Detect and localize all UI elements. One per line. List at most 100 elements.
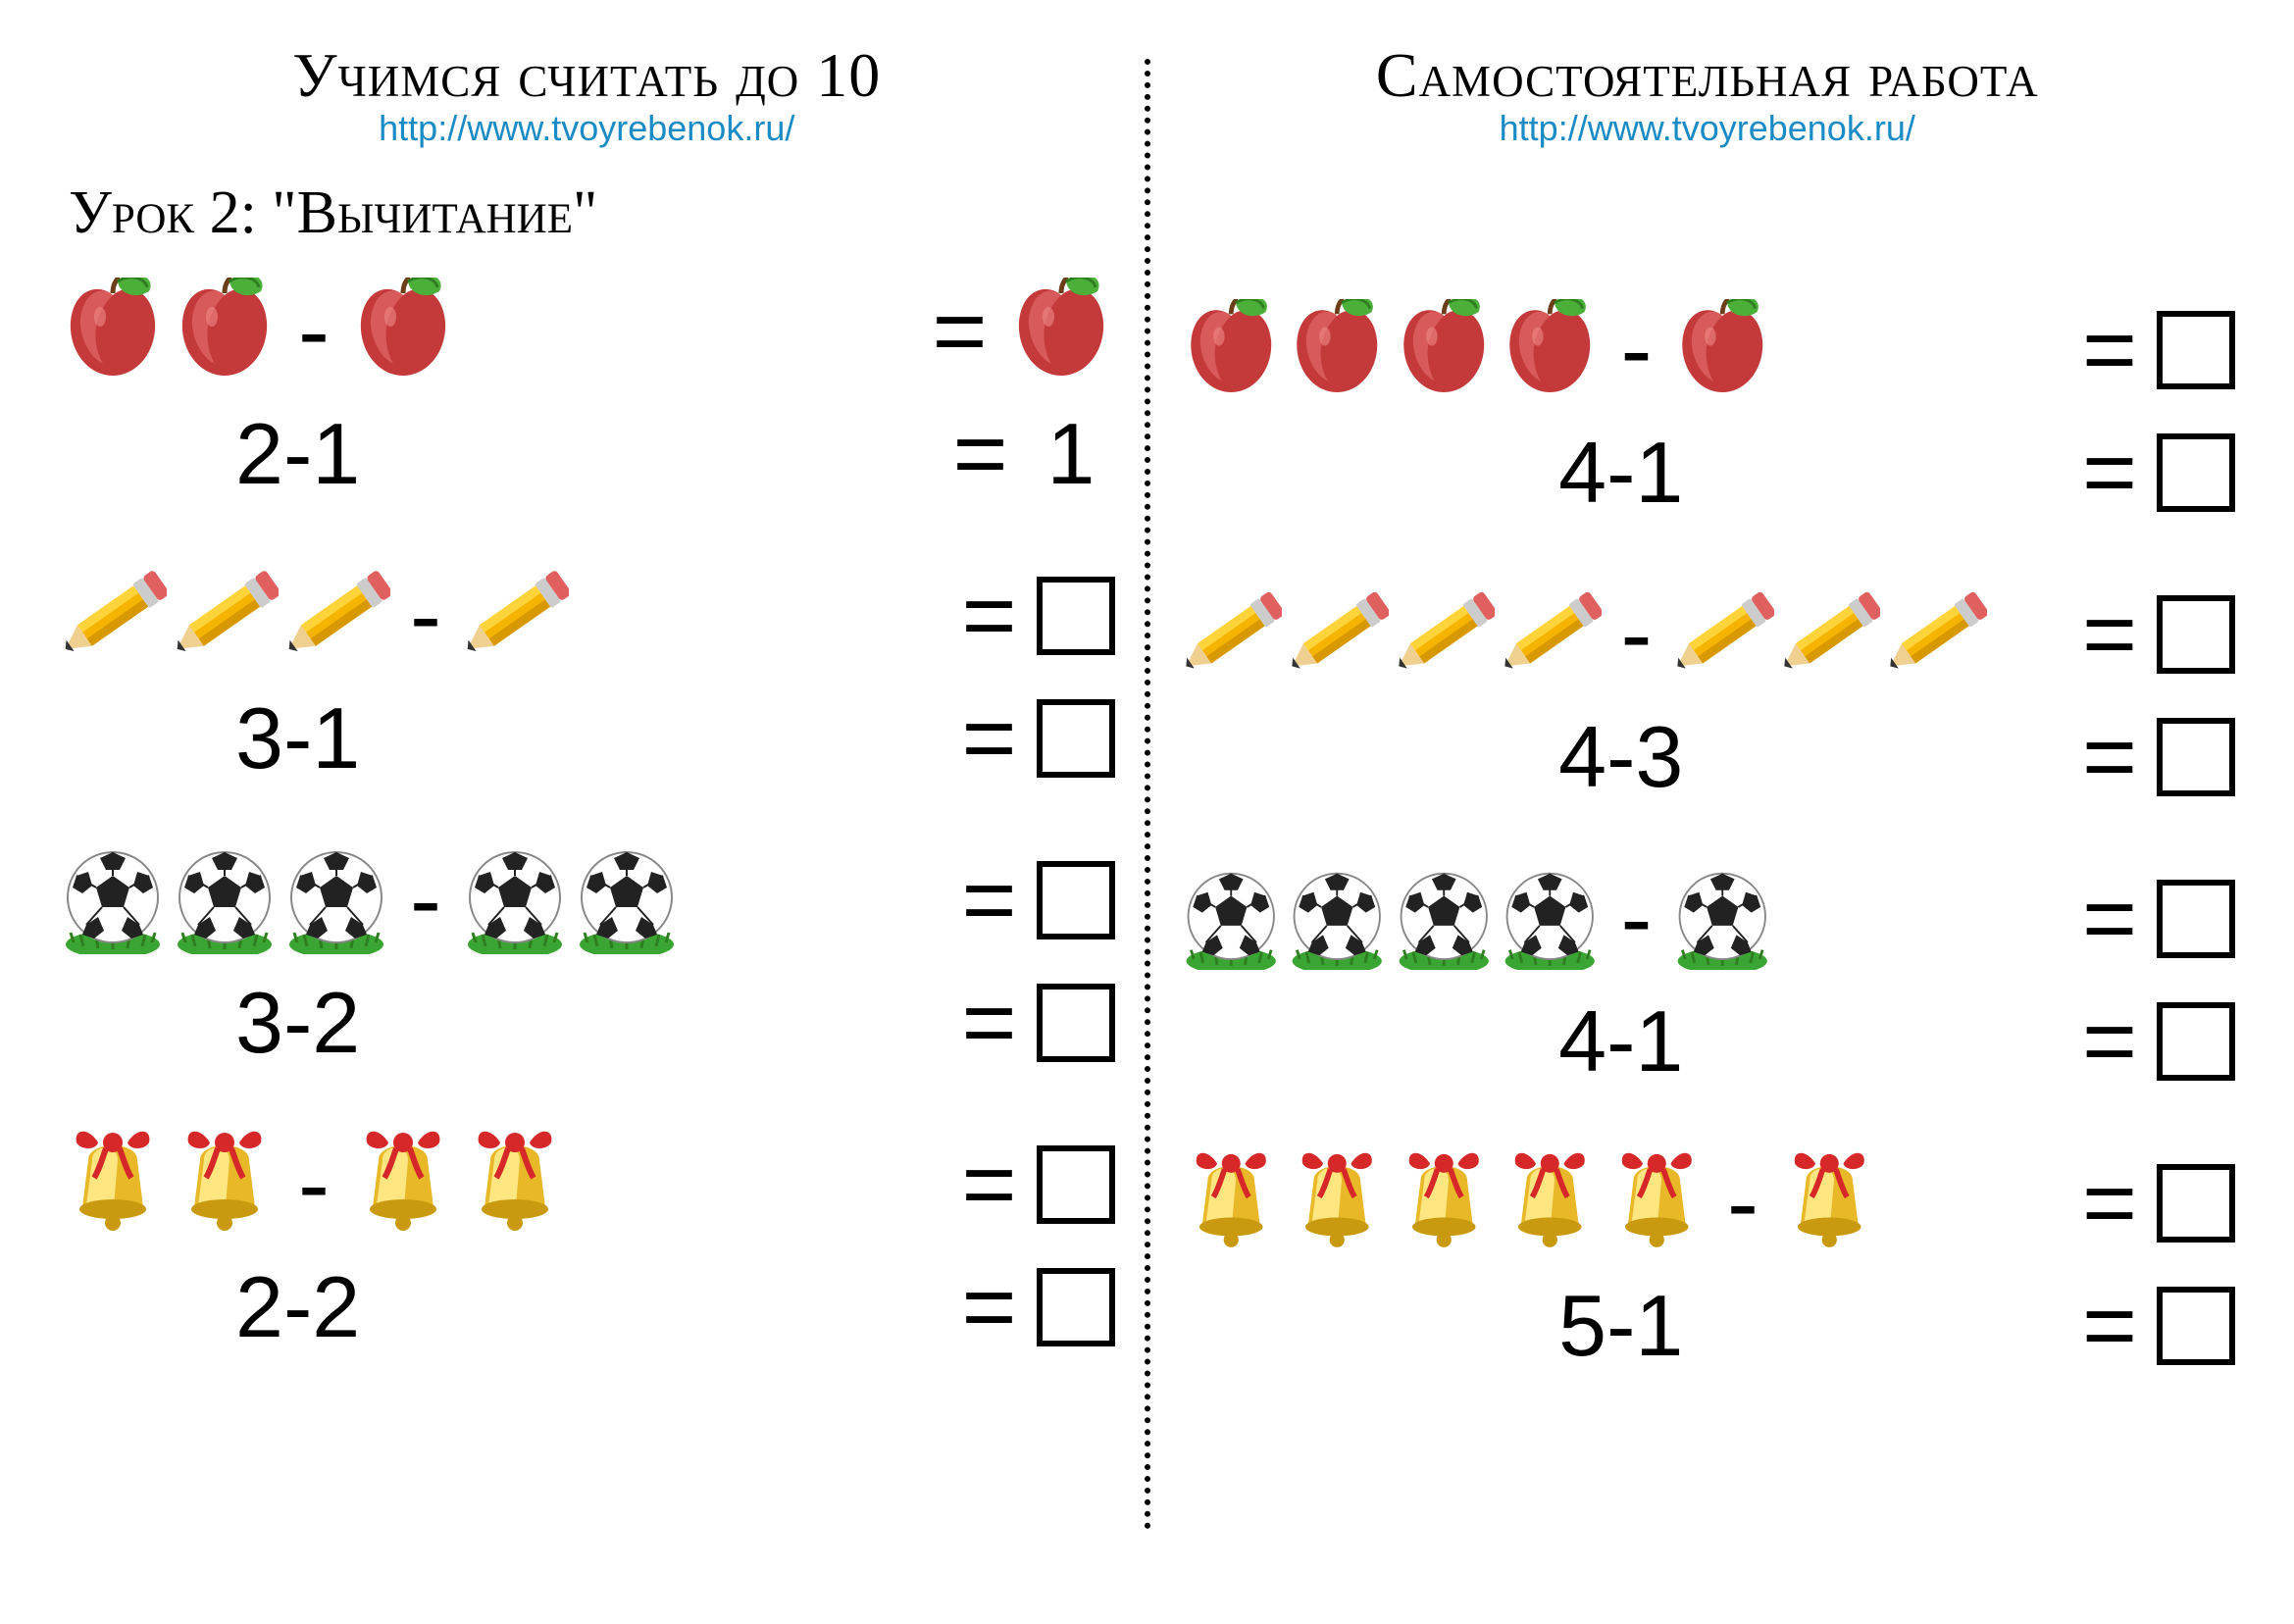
answer-box[interactable] xyxy=(2157,311,2235,389)
worksheet-page: Учимся считать до 10 http://www.tvoyrebe… xyxy=(0,0,2294,1624)
apple-icon xyxy=(1286,299,1389,402)
expression-text: 2-2 xyxy=(235,1257,360,1357)
ball-icon xyxy=(282,846,390,954)
ball-icon xyxy=(1499,868,1602,971)
equals-op: = xyxy=(2063,419,2157,527)
equals-op: = xyxy=(2063,296,2157,404)
ball-icon xyxy=(171,846,279,954)
bell-icon xyxy=(59,1131,167,1239)
right-url[interactable]: http://www.tvoyrebenok.ru/ xyxy=(1180,108,2236,149)
problem-expression-row: 5-1 = xyxy=(1180,1277,2236,1375)
equals-op: = xyxy=(942,1253,1036,1361)
problem-picture-row: - = xyxy=(59,542,1115,689)
pencil-icon xyxy=(1778,584,1881,686)
problem-picture-row: - = xyxy=(1180,845,2236,992)
expression-text: 3-2 xyxy=(235,973,360,1073)
problem-expression-row: 2-1 = 1 xyxy=(59,405,1115,503)
equals-op: = xyxy=(2063,988,2157,1095)
apple-icon xyxy=(1007,278,1115,385)
pencil-icon xyxy=(1393,584,1496,686)
subtrahend-icons xyxy=(1671,584,1987,686)
left-url[interactable]: http://www.tvoyrebenok.ru/ xyxy=(59,108,1115,149)
answer-box[interactable] xyxy=(1037,1268,1115,1346)
minus-op: - xyxy=(279,1131,349,1239)
answer-text: 1 xyxy=(1028,404,1115,504)
right-column: Самостоятельная работа http://www.tvoyre… xyxy=(1150,39,2266,1585)
minuend-icons xyxy=(59,1131,279,1239)
apple-icon xyxy=(171,278,279,385)
subtrahend-icons xyxy=(1671,299,1774,402)
minus-op: - xyxy=(279,278,349,385)
minus-op: - xyxy=(1708,1149,1778,1257)
answer-box[interactable] xyxy=(2157,718,2235,796)
answer-box[interactable] xyxy=(1037,699,1115,778)
answer-box[interactable] xyxy=(1037,577,1115,655)
bell-icon xyxy=(1778,1152,1881,1255)
answer-box[interactable] xyxy=(2157,1287,2235,1365)
subtrahend-icons xyxy=(1778,1152,1881,1255)
apple-icon xyxy=(1499,299,1602,402)
subtrahend-icons xyxy=(349,1131,569,1239)
minuend-icons xyxy=(1180,584,1602,686)
subtrahend-icons xyxy=(349,278,457,385)
problem-expression-row: 4-3 = xyxy=(1180,708,2236,806)
pencil-icon xyxy=(171,562,279,670)
bell-icon xyxy=(1499,1152,1602,1255)
answer-box[interactable] xyxy=(1037,984,1115,1062)
problem-expression-row: 2-2 = xyxy=(59,1258,1115,1356)
minuend-icons xyxy=(59,562,390,670)
answer-box[interactable] xyxy=(2157,880,2235,958)
pencil-icon xyxy=(1286,584,1389,686)
apple-icon xyxy=(1671,299,1774,402)
problem-picture-row: - = xyxy=(1180,1130,2236,1277)
answer-box[interactable] xyxy=(2157,1002,2235,1081)
problem-picture-row: - = xyxy=(59,827,1115,974)
equals-op: = xyxy=(942,969,1036,1077)
left-problems: - = 2-1 = 1 - = 3-1 = xyxy=(59,258,1115,1356)
problem-picture-row: - = xyxy=(59,1111,1115,1258)
answer-box[interactable] xyxy=(1037,861,1115,939)
bell-icon xyxy=(1180,1152,1283,1255)
ball-icon xyxy=(573,846,681,954)
equals-op: = xyxy=(2063,1272,2157,1380)
bell-icon xyxy=(171,1131,279,1239)
answer-box[interactable] xyxy=(2157,595,2235,674)
problem-picture-row: - = xyxy=(1180,277,2236,424)
equals-op: = xyxy=(942,846,1036,954)
equals-op: = xyxy=(912,278,1006,385)
pencil-icon xyxy=(461,562,569,670)
expression-text: 5-1 xyxy=(1558,1276,1683,1376)
minuend-icons xyxy=(59,278,279,385)
minus-op: - xyxy=(1602,581,1672,688)
answer-box[interactable] xyxy=(1037,1145,1115,1224)
expression-text: 3-1 xyxy=(235,688,360,788)
subtrahend-icons xyxy=(1671,868,1774,971)
expression-text: 2-1 xyxy=(235,404,360,504)
right-problems: - = 4-1 = - = 4-3 = xyxy=(1180,277,2236,1375)
minuend-icons xyxy=(59,846,390,954)
ball-icon xyxy=(59,846,167,954)
pencil-icon xyxy=(1671,584,1774,686)
bell-icon xyxy=(349,1131,457,1239)
equals-op: = xyxy=(2063,1149,2157,1257)
apple-icon xyxy=(59,278,167,385)
minuend-icons xyxy=(1180,299,1602,402)
ball-icon xyxy=(1286,868,1389,971)
ball-icon xyxy=(1180,868,1283,971)
problem-picture-row: - = xyxy=(59,258,1115,405)
equals-op: = xyxy=(2063,865,2157,973)
equals-op: = xyxy=(2063,581,2157,688)
answer-box[interactable] xyxy=(2157,433,2235,512)
problem-picture-row: - = xyxy=(1180,561,2236,708)
equals-op: = xyxy=(942,1131,1036,1239)
expression-text: 4-1 xyxy=(1558,991,1683,1091)
bell-icon xyxy=(1286,1152,1389,1255)
problem-expression-row: 3-2 = xyxy=(59,974,1115,1072)
apple-icon xyxy=(349,278,457,385)
equals-op: = xyxy=(942,562,1036,670)
ball-icon xyxy=(461,846,569,954)
problem-expression-row: 4-1 = xyxy=(1180,424,2236,522)
answer-box[interactable] xyxy=(2157,1164,2235,1243)
subtrahend-icons xyxy=(461,846,681,954)
bell-icon xyxy=(461,1131,569,1239)
